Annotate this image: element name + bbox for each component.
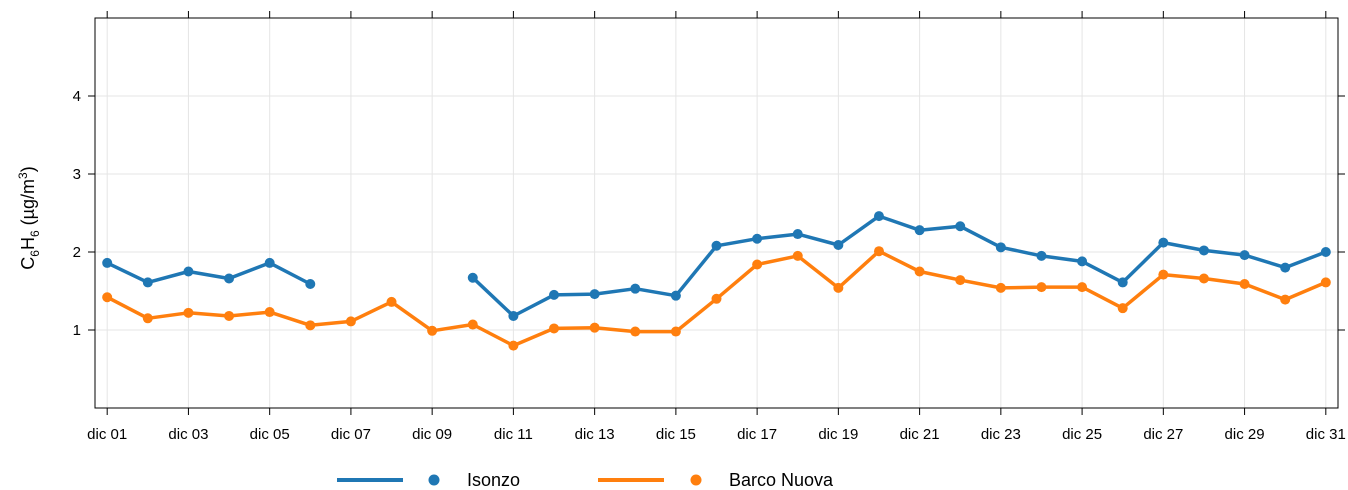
data-point-isonzo	[752, 233, 763, 244]
data-point-barco-nuova	[183, 307, 194, 318]
y-tick-label: 2	[73, 244, 81, 261]
data-point-barco-nuova	[142, 313, 153, 324]
x-tick-label: dic 01	[87, 426, 127, 443]
data-point-barco-nuova	[305, 320, 316, 331]
legend: Isonzo Barco Nuova	[337, 470, 834, 490]
x-tick-label: dic 29	[1225, 426, 1265, 443]
x-tick-label: dic 05	[250, 426, 290, 443]
legend-label-isonzo: Isonzo	[467, 470, 520, 490]
data-point-isonzo	[873, 211, 884, 222]
data-point-barco-nuova	[752, 259, 763, 270]
x-tick-label: dic 17	[737, 426, 777, 443]
legend-item-isonzo: Isonzo	[337, 470, 520, 490]
data-point-barco-nuova	[670, 326, 681, 337]
series	[102, 211, 1331, 351]
x-tick-label: dic 13	[575, 426, 615, 443]
y-tick-label: 1	[73, 322, 81, 339]
data-point-barco-nuova	[1117, 303, 1128, 314]
legend-item-barco-nuova: Barco Nuova	[598, 470, 834, 490]
x-tick-label: dic 31	[1306, 426, 1346, 443]
series-line-isonzo	[471, 214, 1328, 318]
data-point-barco-nuova	[589, 322, 600, 333]
data-point-isonzo	[630, 283, 641, 294]
x-tick-label: dic 07	[331, 426, 371, 443]
data-point-isonzo	[711, 240, 722, 251]
data-point-isonzo	[1239, 250, 1250, 261]
legend-marker-isonzo	[428, 474, 440, 486]
x-tick-label: dic 23	[981, 426, 1021, 443]
data-point-isonzo	[224, 273, 235, 284]
data-point-isonzo	[183, 266, 194, 277]
data-point-barco-nuova	[833, 282, 844, 293]
x-tick-label: dic 21	[900, 426, 940, 443]
data-point-barco-nuova	[630, 326, 641, 337]
data-point-isonzo	[792, 229, 803, 240]
series-line-isonzo	[105, 261, 313, 286]
data-point-isonzo	[1117, 277, 1128, 288]
data-point-isonzo	[305, 278, 316, 289]
legend-label-barco-nuova: Barco Nuova	[729, 470, 834, 490]
data-point-barco-nuova	[873, 246, 884, 257]
data-point-barco-nuova	[427, 325, 438, 336]
data-point-barco-nuova	[386, 296, 397, 307]
data-point-barco-nuova	[1077, 282, 1088, 293]
data-point-isonzo	[955, 221, 966, 232]
data-point-barco-nuova	[711, 293, 722, 304]
data-point-isonzo	[1320, 247, 1331, 257]
data-point-barco-nuova	[508, 340, 519, 351]
axes: dic 01 dic 03 dic 05 dic 07 dic 09 dic 11 dic …	[73, 11, 1346, 443]
x-tick-label: dic 03	[168, 426, 208, 443]
data-point-isonzo	[508, 310, 519, 321]
data-point-isonzo	[1280, 262, 1291, 273]
y-tick-label: 4	[73, 88, 81, 105]
data-point-isonzo	[589, 289, 600, 300]
data-point-barco-nuova	[549, 323, 560, 334]
data-point-barco-nuova	[1320, 277, 1331, 288]
data-point-isonzo	[670, 290, 681, 301]
y-tick-label: 3	[73, 166, 81, 183]
data-point-barco-nuova	[955, 275, 966, 286]
data-point-isonzo	[467, 272, 478, 283]
data-point-barco-nuova	[995, 282, 1006, 293]
data-point-barco-nuova	[1036, 282, 1047, 293]
data-point-isonzo	[142, 277, 153, 288]
data-point-isonzo	[102, 257, 113, 268]
x-tick-label: dic 11	[494, 426, 533, 443]
data-point-isonzo	[914, 225, 925, 236]
x-tick-label: dic 25	[1062, 426, 1102, 443]
data-point-isonzo	[1198, 245, 1209, 256]
data-point-barco-nuova	[102, 292, 113, 303]
data-point-isonzo	[1036, 250, 1047, 261]
data-point-barco-nuova	[264, 307, 275, 318]
data-point-isonzo	[1158, 237, 1169, 248]
x-tick-label: dic 27	[1143, 426, 1183, 443]
data-point-isonzo	[995, 242, 1006, 253]
grid	[95, 18, 1338, 408]
data-point-isonzo	[549, 289, 560, 300]
data-point-barco-nuova	[1239, 278, 1250, 289]
y-axis-title: C6H6 (µg/m3)	[16, 166, 42, 269]
legend-marker-barco-nuova	[690, 474, 702, 486]
data-point-barco-nuova	[345, 316, 356, 327]
data-point-barco-nuova	[224, 310, 235, 321]
data-point-isonzo	[264, 257, 275, 268]
data-point-barco-nuova	[914, 266, 925, 277]
data-point-barco-nuova	[1198, 273, 1209, 284]
x-tick-label: dic 19	[818, 426, 858, 443]
data-point-isonzo	[833, 239, 844, 250]
data-point-barco-nuova	[467, 319, 478, 330]
data-point-barco-nuova	[1158, 269, 1169, 280]
x-tick-label: dic 09	[412, 426, 452, 443]
data-point-isonzo	[1077, 256, 1088, 267]
data-point-barco-nuova	[792, 250, 803, 261]
plot-frame	[94, 17, 1339, 409]
x-tick-label: dic 15	[656, 426, 696, 443]
data-point-barco-nuova	[1280, 294, 1291, 305]
